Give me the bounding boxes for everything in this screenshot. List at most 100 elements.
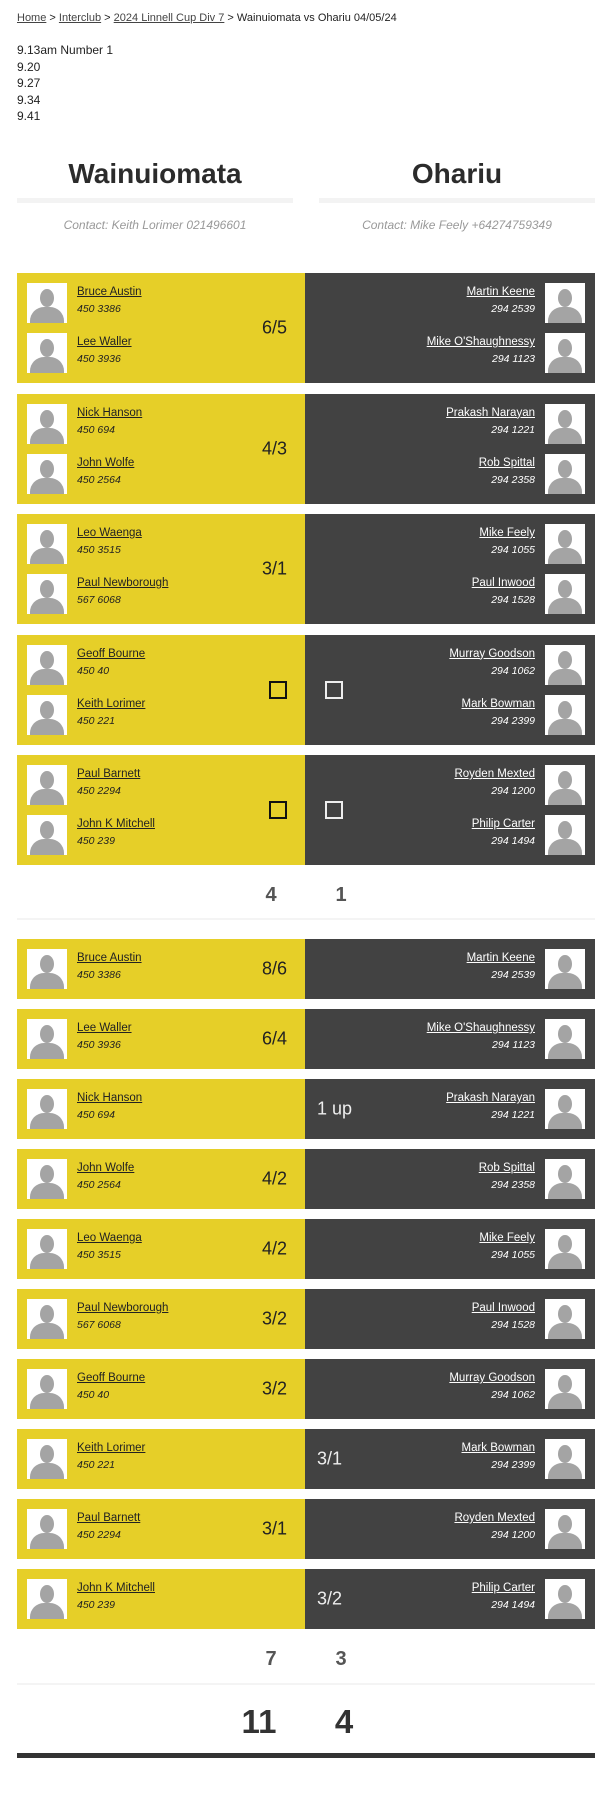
tee-time: 9.13am Number 1 <box>17 43 114 57</box>
divider <box>17 1683 595 1685</box>
home-player: Paul Newborough 567 6068 3/2 <box>17 1289 305 1349</box>
player: Mike O'Shaughnessy 294 1123 <box>417 333 585 373</box>
player: Prakash Narayan 294 1221 <box>436 1089 585 1129</box>
breadcrumb: Home > Interclub > 2024 Linnell Cup Div … <box>17 12 397 24</box>
tee-time: 9.34 <box>17 92 41 107</box>
player-phone: 294 2539 <box>491 303 535 315</box>
player-phone: 294 1055 <box>491 544 535 556</box>
breadcrumb-interclub[interactable]: Interclub <box>58 12 102 24</box>
avatar-icon <box>27 1369 67 1409</box>
breadcrumb-competition[interactable]: 2024 Linnell Cup Div 7 <box>113 12 225 24</box>
home-team-header: Wainuiomata Contact: Keith Lorimer 02149… <box>17 155 293 232</box>
player: Lee Waller 450 3936 <box>27 1019 142 1059</box>
player-name-link[interactable]: Keith Lorimer <box>77 1442 146 1454</box>
player-name-link[interactable]: Mike O'Shaughnessy <box>426 1022 535 1034</box>
player-phone: 450 3386 <box>77 303 121 315</box>
player-phone: 450 239 <box>77 1599 115 1611</box>
singles-away-total: 3 <box>335 1648 347 1670</box>
player-name-link[interactable]: Nick Hanson <box>77 1092 143 1104</box>
home-result: 4/3 <box>261 438 287 458</box>
player-name-link[interactable]: Philip Carter <box>471 818 535 830</box>
avatar-icon <box>545 333 585 373</box>
away-team-name: Ohariu <box>411 158 503 189</box>
player-name-link[interactable]: Leo Waenga <box>77 1232 142 1244</box>
player-name-link[interactable]: Mark Bowman <box>461 697 536 710</box>
result-checkbox[interactable] <box>325 801 343 819</box>
player-name-link[interactable]: Royden Mexted <box>454 1512 535 1524</box>
away-pair: Mike Feely 294 1055 Paul Inwood 294 1528 <box>305 514 595 624</box>
player-name-link[interactable]: Paul Inwood <box>471 1302 535 1314</box>
singles-match: John K Mitchell 450 239 Philip Carter 294 … <box>17 1569 595 1629</box>
player: Paul Newborough 567 6068 <box>27 1299 178 1339</box>
player-name-link[interactable]: Geoff Bourne <box>77 647 146 660</box>
player-name-link[interactable]: Paul Barnett <box>77 1512 141 1524</box>
player-name-link[interactable]: Murray Goodson <box>449 1372 535 1384</box>
home-result: 3/2 <box>261 1308 287 1329</box>
player-name-link[interactable]: Rob Spittal <box>478 1162 535 1174</box>
player-phone: 294 2539 <box>491 969 535 981</box>
player-name-link[interactable]: Bruce Austin <box>77 952 142 964</box>
avatar-icon <box>545 815 585 855</box>
player-name-link[interactable]: Murray Goodson <box>449 647 535 660</box>
divider <box>17 198 293 203</box>
foursome-match: Geoff Bourne 450 40 Keith Lorimer 450 221 M… <box>17 634 595 745</box>
player: Paul Barnett 450 2294 <box>27 765 150 805</box>
tee-time: 9.27 <box>17 76 41 91</box>
player-name-link[interactable]: Mike Feely <box>479 1232 535 1244</box>
player-phone: 450 2294 <box>77 1529 121 1541</box>
player-phone: 294 1221 <box>491 423 535 436</box>
result-checkbox[interactable] <box>325 680 343 699</box>
player-name-link[interactable]: Paul Newborough <box>77 577 169 589</box>
player-name-link[interactable]: Geoff Bourne <box>77 1372 146 1384</box>
player-name-link[interactable]: Lee Waller <box>77 336 132 348</box>
divider <box>319 198 595 203</box>
breadcrumb-home[interactable]: Home <box>17 12 47 24</box>
player-name-link[interactable]: Royden Mexted <box>454 768 535 780</box>
player-name-link[interactable]: Lee Waller <box>77 1022 132 1034</box>
player-name-link[interactable]: John Wolfe <box>77 456 135 469</box>
player-name-link[interactable]: Paul Barnett <box>77 768 141 780</box>
player-phone: 294 1200 <box>491 785 535 797</box>
singles-match: Geoff Bourne 450 40 3/2 Murray Goodson 294 … <box>17 1359 595 1419</box>
player-name-link[interactable]: Martin Keene <box>466 286 535 298</box>
home-player: Bruce Austin 450 3386 8/6 <box>17 939 305 999</box>
home-pair: Geoff Bourne 450 40 Keith Lorimer 450 221 <box>17 634 305 745</box>
player-phone: 294 1055 <box>491 1249 535 1261</box>
player-name-link[interactable]: John Wolfe <box>77 1162 135 1174</box>
player-name-link[interactable]: Nick Hanson <box>77 406 143 419</box>
home-pair: Bruce Austin 450 3386 Lee Waller 450 3936 6/… <box>17 273 305 383</box>
home-player: Keith Lorimer 450 221 <box>17 1429 305 1489</box>
avatar-icon <box>545 1159 585 1199</box>
away-team-header: Ohariu Contact: Mike Feely +64274759349 <box>319 155 595 232</box>
player-name-link[interactable]: Philip Carter <box>471 1582 535 1594</box>
player-name-link[interactable]: Martin Keene <box>466 952 535 964</box>
player: Mike Feely 294 1055 <box>469 1229 585 1269</box>
result-checkbox[interactable] <box>269 680 287 699</box>
player-phone: 294 1200 <box>491 1529 535 1541</box>
player-name-link[interactable]: Keith Lorimer <box>77 697 146 710</box>
avatar-icon <box>27 1159 67 1199</box>
grand-away-total: 4 <box>334 1703 354 1740</box>
player-phone: 567 6068 <box>77 1319 121 1331</box>
singles-match: Bruce Austin 450 3386 8/6 Martin Keene 294 … <box>17 939 595 999</box>
player-name-link[interactable]: Bruce Austin <box>77 286 142 298</box>
player-name-link[interactable]: Mike Feely <box>479 527 535 539</box>
player-name-link[interactable]: John K Mitchell <box>77 1582 155 1594</box>
player-name-link[interactable]: Leo Waenga <box>77 527 142 539</box>
player-name-link[interactable]: Mike O'Shaughnessy <box>426 336 535 348</box>
player-name-link[interactable]: Prakash Narayan <box>446 1092 535 1104</box>
avatar-icon <box>545 765 585 805</box>
player-name-link[interactable]: Rob Spittal <box>478 456 535 469</box>
player-name-link[interactable]: Prakash Narayan <box>446 406 535 419</box>
player: Martin Keene 294 2539 <box>457 949 585 989</box>
player-name-link[interactable]: Paul Inwood <box>471 577 535 589</box>
player-name-link[interactable]: John K Mitchell <box>77 818 155 830</box>
player-name-link[interactable]: Paul Newborough <box>77 1302 169 1314</box>
avatar-icon <box>545 453 585 494</box>
avatar-icon <box>545 1579 585 1619</box>
singles-match: Paul Newborough 567 6068 3/2 Paul Inwood 29… <box>17 1289 595 1349</box>
player-name-link[interactable]: Mark Bowman <box>461 1442 536 1454</box>
player: Martin Keene 294 2539 <box>457 283 585 323</box>
away-pair: Prakash Narayan 294 1221 Rob Spittal 294 23… <box>305 393 595 504</box>
result-checkbox[interactable] <box>269 801 287 819</box>
